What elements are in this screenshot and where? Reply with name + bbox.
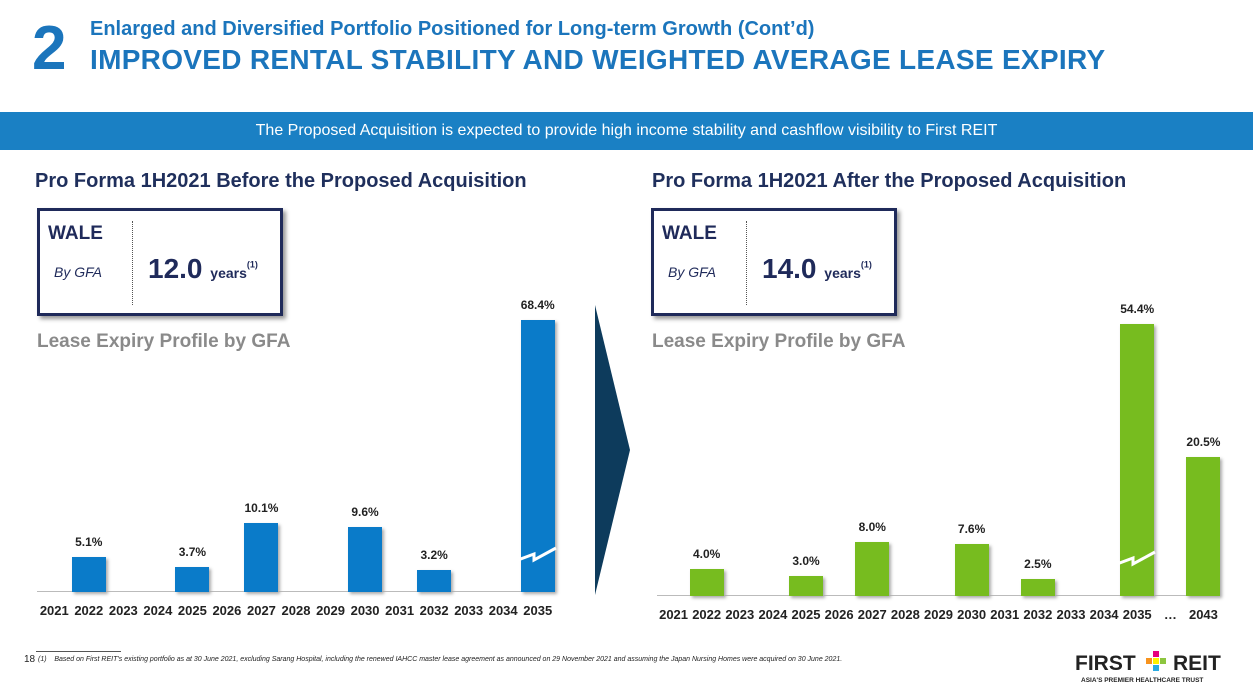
wale-basis: By GFA	[54, 264, 102, 280]
x-tick-label: 2032	[419, 603, 449, 618]
x-tick-label: 2027	[857, 607, 887, 622]
bar-2025	[789, 575, 824, 596]
bar-2032	[417, 570, 452, 592]
data-label: 7.6%	[957, 522, 986, 537]
x-axis	[37, 591, 555, 592]
bar-2027	[244, 523, 279, 592]
data-label: 3.0%	[792, 553, 820, 568]
lease-expiry-chart-after: 2021 2022 4.0% 2023 2024 2025 3.0% 2026 2027 8.0%…	[657, 204, 1221, 622]
x-tick-label: 2027	[246, 603, 276, 618]
wale-label: WALE	[662, 223, 717, 244]
data-label: 4.0%	[692, 546, 721, 561]
data-label: 9.6%	[351, 504, 379, 519]
data-label: 5.1%	[75, 535, 103, 550]
x-tick-label: 2021	[659, 607, 689, 622]
section-subtitle: Enlarged and Diversified Portfolio Posit…	[90, 18, 815, 40]
svg-text:FIRST: FIRST	[1075, 652, 1136, 675]
bar-2025	[175, 566, 210, 592]
page-number: 18	[24, 654, 36, 665]
data-label: 68.4%	[520, 298, 555, 312]
data-label: 54.4%	[1120, 302, 1155, 316]
data-label: 8.0%	[858, 519, 886, 534]
axis-break-icon	[1117, 550, 1156, 567]
wale-label: WALE	[48, 223, 103, 244]
chart-title-after: Lease Expiry Profile by GFA	[652, 331, 906, 352]
wale-value: 12.0 years(1)	[148, 253, 258, 284]
x-tick-label: 2035	[523, 603, 553, 618]
x-tick-label: 2023	[725, 607, 755, 622]
data-label: 3.7%	[178, 544, 207, 559]
chart-title-before: Lease Expiry Profile by GFA	[37, 331, 291, 352]
x-tick-label: 2032	[1023, 607, 1053, 622]
x-tick-label: 2033	[1056, 607, 1086, 622]
x-tick-label: 2026	[824, 607, 854, 622]
x-tick-label: 2031	[385, 603, 415, 618]
x-tick-label: …	[1163, 607, 1177, 622]
axis-break-icon	[517, 546, 557, 563]
page-title: IMPROVED RENTAL STABILITY AND WEIGHTED A…	[90, 44, 1106, 75]
x-tick-label: 2022	[692, 607, 722, 622]
x-tick-label: 2043	[1188, 607, 1218, 622]
transition-arrow-icon	[595, 305, 630, 595]
x-tick-label: 2034	[488, 603, 518, 618]
svg-text:ASIA'S PREMIER HEALTHCARE TRUS: ASIA'S PREMIER HEALTHCARE TRUST	[1081, 677, 1203, 684]
data-label: 3.2%	[420, 548, 448, 563]
bar-2043	[1186, 456, 1221, 596]
x-tick-label: 2025	[791, 607, 821, 622]
divider	[132, 221, 133, 305]
x-tick-label: 2024	[758, 607, 788, 622]
footnote-rule	[36, 651, 121, 652]
section-number: 2	[32, 14, 67, 83]
bar-2035	[1117, 324, 1156, 596]
x-tick-label: 2030	[957, 607, 987, 622]
bar-2022	[71, 557, 106, 592]
x-tick-label: 2024	[143, 603, 173, 618]
x-tick-label: 2023	[108, 603, 138, 618]
wale-box-after: WALE By GFA 14.0 years(1)	[651, 208, 897, 316]
footnote: (1) Based on First REIT’s existing portf…	[38, 656, 843, 663]
key-message-banner: The Proposed Acquisition is expected to …	[0, 112, 1253, 150]
x-tick-label: 2026	[212, 603, 242, 618]
bar-2035	[517, 320, 557, 592]
x-tick-label: 2028	[281, 603, 311, 618]
x-tick-label: 2030	[350, 603, 380, 618]
x-tick-label: 2035	[1122, 607, 1152, 622]
data-label: 10.1%	[244, 501, 279, 516]
data-label: 20.5%	[1186, 434, 1221, 449]
x-tick-label: 2029	[316, 603, 345, 618]
wale-value: 14.0 years(1)	[762, 253, 872, 284]
x-axis	[657, 595, 1220, 596]
lease-expiry-chart-before: 2021 2022 5.1% 2023 2024 2025 3.7% 2026 2027 10.1…	[37, 200, 557, 618]
bar-2022	[689, 568, 724, 596]
x-tick-label: 2021	[39, 603, 69, 618]
x-tick-label: 2025	[177, 603, 207, 618]
wale-basis: By GFA	[668, 264, 716, 280]
x-tick-label: 2034	[1089, 607, 1119, 622]
x-tick-label: 2033	[454, 603, 484, 618]
bar-2030	[348, 526, 383, 592]
x-tick-label: 2028	[890, 607, 920, 622]
data-label: 2.5%	[1024, 557, 1052, 571]
x-tick-label: 2022	[74, 603, 104, 618]
x-tick-label: 2031	[990, 607, 1020, 622]
svg-text:REIT: REIT	[1173, 652, 1221, 675]
bar-2027	[855, 541, 890, 596]
wale-box-before: WALE By GFA 12.0 years(1)	[37, 208, 283, 316]
bar-2030	[954, 544, 989, 596]
bar-2032	[1020, 579, 1055, 596]
divider	[746, 221, 747, 305]
first-reit-logo: FIRST REIT ASIA'S PREMIER HEALTHCARE TRU…	[1075, 650, 1245, 693]
panel-heading-after: Pro Forma 1H2021 After the Proposed Acqu…	[652, 170, 1127, 192]
panel-heading-before: Pro Forma 1H2021 Before the Proposed Acq…	[35, 170, 527, 192]
x-tick-label: 2029	[924, 607, 953, 622]
